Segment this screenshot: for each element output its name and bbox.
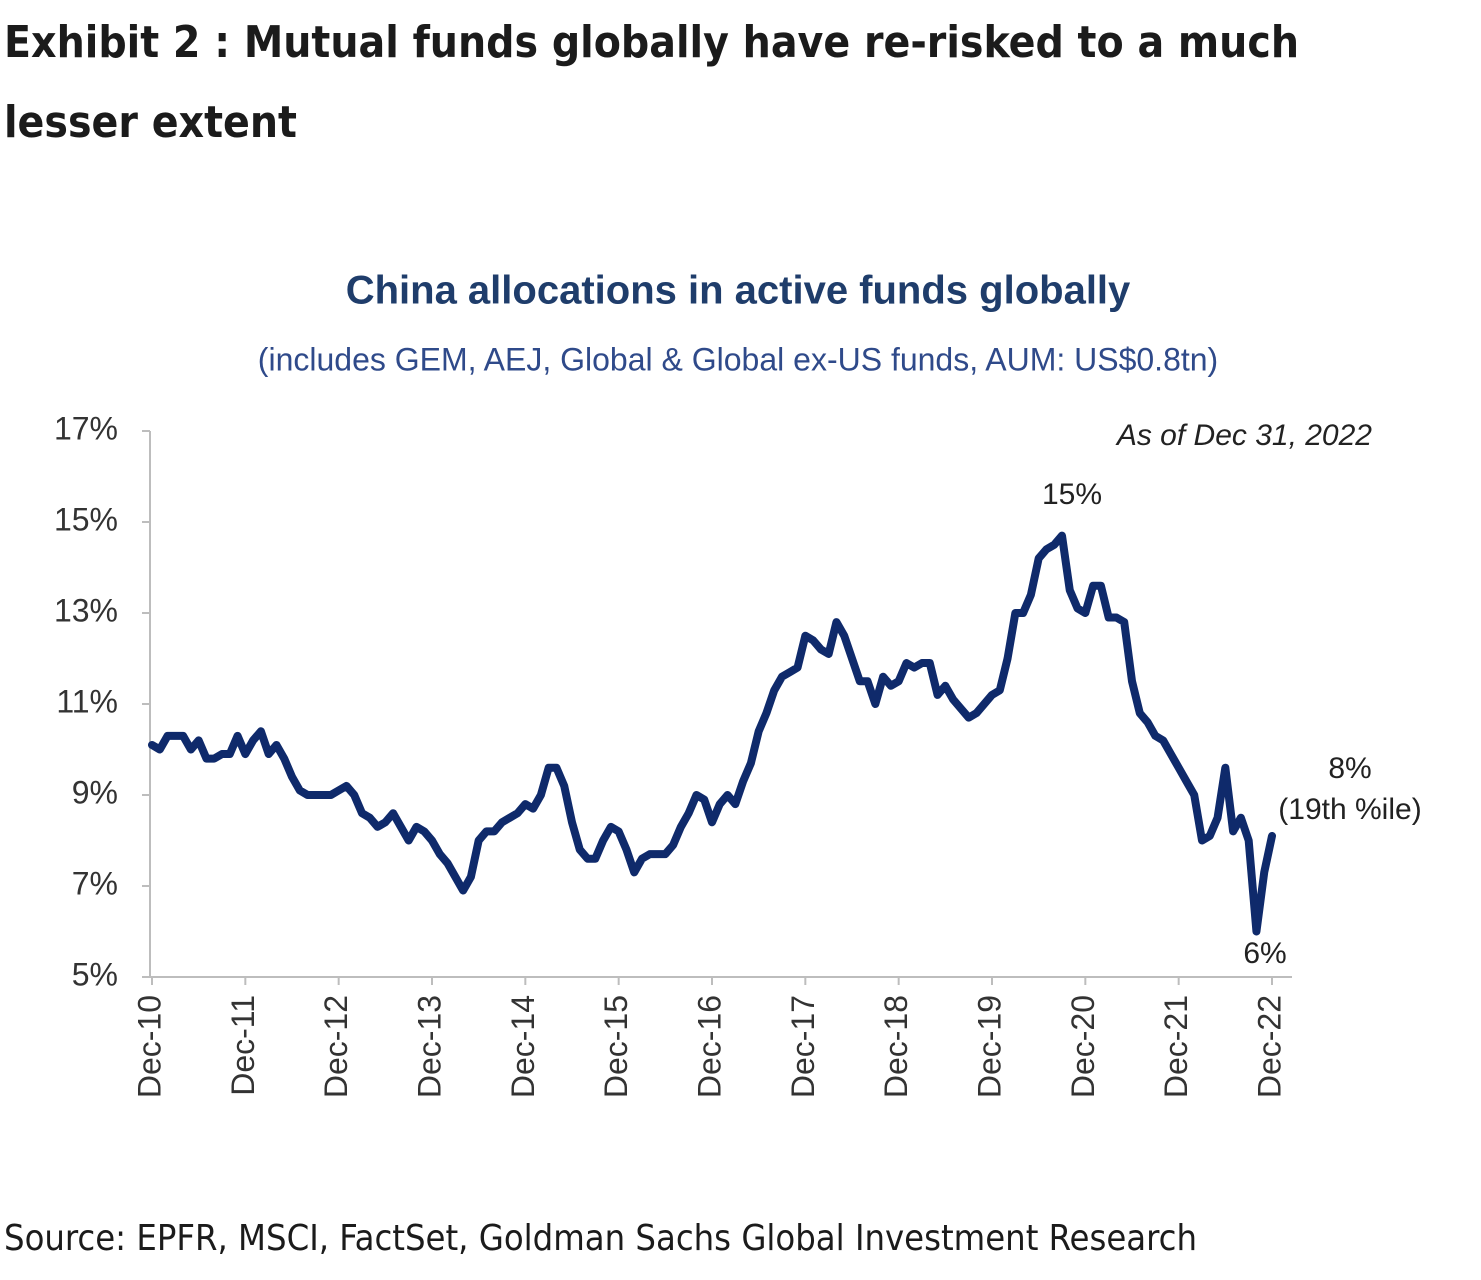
source: Source: EPFR, MSCI, FactSet, Goldman Sac… — [4, 1218, 1197, 1259]
x-tick-label: Dec-22 — [1251, 995, 1287, 1098]
y-tick-label: 17% — [54, 410, 118, 446]
annotation: 6% — [1243, 937, 1286, 970]
x-tick-label: Dec-11 — [225, 995, 261, 1096]
x-tick-label: Dec-16 — [691, 995, 727, 1098]
y-tick-label: 9% — [72, 774, 118, 810]
annotation: 15% — [1042, 478, 1102, 511]
x-tick-label: Dec-21 — [1158, 995, 1194, 1098]
x-tick-label: Dec-12 — [318, 995, 354, 1098]
chart-subtitle: (includes GEM, AEJ, Global & Global ex-U… — [258, 341, 1218, 377]
x-tick-label: Dec-14 — [505, 995, 541, 1098]
y-tick-label: 7% — [72, 865, 118, 901]
annotation: (19th %ile) — [1278, 793, 1421, 826]
x-tick-label: Dec-18 — [878, 995, 914, 1098]
annotation: As of Dec 31, 2022 — [1115, 419, 1372, 452]
x-tick-label: Dec-17 — [785, 995, 821, 1098]
y-tick-label: 11% — [56, 683, 118, 719]
y-tick-label: 15% — [54, 501, 118, 537]
data-line — [148, 531, 1276, 936]
x-tick-label: Dec-10 — [131, 995, 167, 1098]
x-tick-label: Dec-15 — [598, 995, 634, 1098]
x-tick-label: Dec-20 — [1065, 995, 1101, 1098]
y-tick-label: 13% — [54, 592, 118, 628]
chart-title: China allocations in active funds global… — [346, 269, 1131, 313]
x-tick-label: Dec-19 — [971, 995, 1007, 1098]
annotation: 8% — [1328, 752, 1371, 785]
x-tick-label: Dec-13 — [411, 995, 447, 1098]
heading: lesser extent — [4, 97, 297, 148]
y-tick-label: 5% — [72, 956, 118, 992]
heading: Exhibit 2 : Mutual funds globally have r… — [4, 17, 1299, 68]
